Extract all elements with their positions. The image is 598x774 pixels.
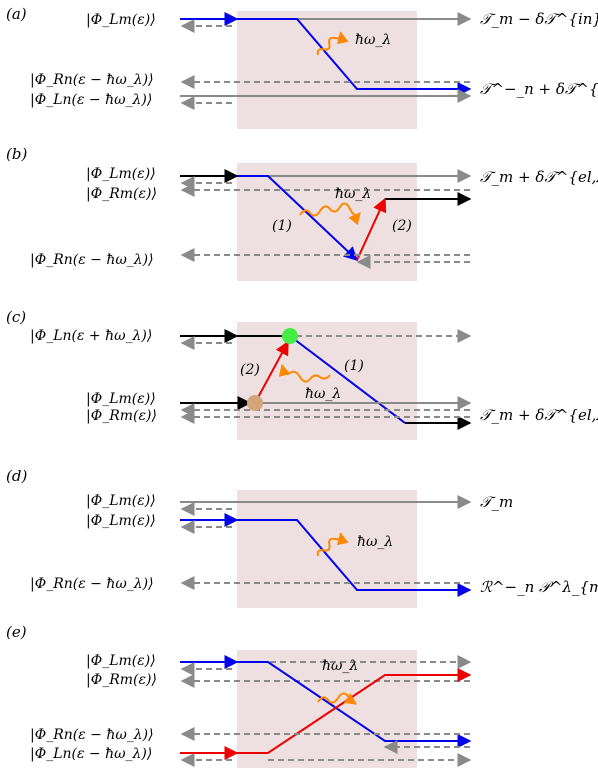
panel-tag: (b) — [6, 145, 27, 163]
output-label: 𝒯_m + δ𝒯^{el,λ}_{2,m} — [480, 406, 598, 424]
state-label: |Φ_Lm(ε)⟩ — [86, 391, 156, 407]
photon-icon — [316, 31, 349, 56]
panel-tag: (d) — [6, 467, 27, 485]
photon-label: ħω_λ — [355, 32, 391, 48]
electron-path-blue — [237, 661, 472, 748]
output-label: 𝒯_m + δ𝒯^{el,λ}_{1,m} — [480, 168, 598, 186]
state-label: |Φ_Lm(ε)⟩ — [86, 166, 156, 182]
output-label: 𝒯_m — [480, 493, 513, 511]
photon-emission-path — [237, 519, 472, 597]
panel-tag: (c) — [6, 308, 26, 326]
photon-icon — [316, 532, 349, 557]
state-label: |Φ_Ln(ε + ħω_λ)⟩ — [30, 328, 152, 344]
electron-step-2 — [254, 340, 289, 404]
step-label: (1) — [344, 358, 364, 374]
state-label: |Φ_Rn(ε − ħω_λ)⟩ — [30, 576, 154, 592]
photon-icon — [299, 202, 361, 226]
step-label: (2) — [392, 218, 412, 234]
panel-tag: (a) — [6, 5, 27, 23]
electron-step-1 — [237, 175, 359, 261]
interaction-region — [237, 322, 417, 440]
panel-d: (d) |Φ_Lm(ε)⟩ |Φ_Lm(ε)⟩ |Φ_Rn(ε − ħω_λ)⟩… — [6, 467, 598, 608]
state-label: |Φ_Ln(ε − ħω_λ)⟩ — [30, 746, 152, 762]
photon-label: ħω_λ — [322, 658, 358, 674]
photon-label: ħω_λ — [335, 186, 371, 202]
electron-step-1 — [289, 335, 406, 424]
output-label: ℛ^−_n 𝒫^λ_{m→n} — [480, 578, 598, 596]
interaction-region — [237, 490, 417, 608]
photon-icon — [278, 363, 331, 383]
photon-emission-path — [237, 18, 472, 96]
step-label: (1) — [272, 218, 292, 234]
state-label: |Φ_Rm(ε)⟩ — [86, 672, 157, 688]
output-label: 𝒯^−_n + δ𝒯^{in,−}_{2,n} — [480, 80, 598, 98]
photon-label: ħω_λ — [357, 534, 393, 550]
state-label: |Φ_Ln(ε − ħω_λ)⟩ — [30, 92, 152, 108]
electron-step-2 — [356, 197, 387, 261]
photon-label: ħω_λ — [305, 386, 341, 402]
state-label: |Φ_Rn(ε − ħω_λ)⟩ — [30, 252, 154, 268]
state-label: |Φ_Rn(ε − ħω_λ)⟩ — [30, 727, 154, 743]
panel-a: (a) |Φ_Lm(ε)⟩ |Φ_Rn(ε − ħω_λ)⟩ |Φ_Ln(ε −… — [6, 5, 598, 129]
step-label: (2) — [240, 362, 260, 378]
final-state-dot — [282, 328, 298, 344]
state-label: |Φ_Rm(ε)⟩ — [86, 186, 157, 202]
panel-b: (b) |Φ_Lm(ε)⟩ |Φ_Rm(ε)⟩ |Φ_Rn(ε − ħω_λ)⟩… — [6, 145, 598, 281]
photon-icon — [317, 692, 357, 705]
interaction-region — [237, 163, 417, 281]
state-label: |Φ_Lm(ε)⟩ — [86, 493, 156, 509]
panel-e: (e) |Φ_Lm(ε)⟩ |Φ_Rm(ε)⟩ |Φ_Rn(ε − ħω_λ)⟩… — [6, 623, 472, 768]
electron-path-red — [237, 668, 472, 754]
state-label: |Φ_Rn(ε − ħω_λ)⟩ — [30, 72, 154, 88]
state-label: |Φ_Lm(ε)⟩ — [86, 653, 156, 669]
panel-c: (c) |Φ_Ln(ε + ħω_λ)⟩ |Φ_Lm(ε)⟩ |Φ_Rm(ε)⟩… — [6, 308, 598, 440]
interaction-region — [237, 11, 417, 129]
state-label: |Φ_Rm(ε)⟩ — [86, 408, 157, 424]
initial-state-dot — [247, 395, 263, 411]
state-label: |Φ_Lm(ε)⟩ — [86, 12, 156, 28]
output-label: 𝒯_m − δ𝒯^{in}_{1,m} — [480, 10, 598, 28]
state-label: |Φ_Lm(ε)⟩ — [86, 513, 156, 529]
panel-tag: (e) — [6, 623, 27, 641]
